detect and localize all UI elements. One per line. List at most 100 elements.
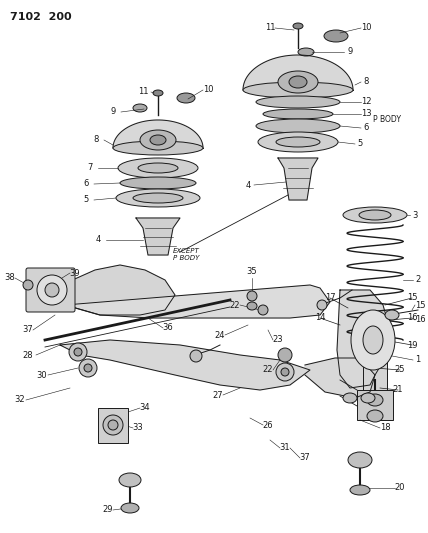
Text: 3: 3 [412,211,418,220]
Ellipse shape [121,503,139,513]
Text: 9: 9 [348,47,353,56]
Ellipse shape [153,90,163,96]
Ellipse shape [177,93,195,103]
Text: 17: 17 [325,294,335,303]
Ellipse shape [118,158,198,178]
Ellipse shape [359,210,391,220]
Text: 14: 14 [315,313,325,322]
Ellipse shape [247,291,257,301]
FancyBboxPatch shape [98,408,128,443]
Ellipse shape [289,76,307,88]
Text: 23: 23 [273,335,283,344]
Ellipse shape [361,393,375,403]
Ellipse shape [343,207,407,223]
Ellipse shape [367,394,383,406]
Ellipse shape [108,420,118,430]
Text: P BODY: P BODY [373,116,401,125]
Text: 8: 8 [93,135,99,144]
Ellipse shape [256,96,340,108]
Text: 5: 5 [357,140,363,149]
Ellipse shape [37,275,67,305]
Text: 2: 2 [416,276,421,285]
Ellipse shape [45,283,59,297]
Ellipse shape [348,452,372,468]
Text: 36: 36 [163,324,173,333]
Ellipse shape [116,189,200,207]
Polygon shape [136,218,180,255]
FancyBboxPatch shape [26,268,75,312]
Ellipse shape [293,23,303,29]
Text: 25: 25 [395,366,405,375]
Ellipse shape [113,141,203,155]
Text: 18: 18 [380,424,390,432]
Ellipse shape [133,104,147,112]
Ellipse shape [278,71,318,93]
Ellipse shape [247,302,257,310]
Polygon shape [113,120,203,148]
Text: 34: 34 [140,403,150,413]
Text: 15: 15 [407,294,417,303]
Text: 7102  200: 7102 200 [10,12,71,22]
Ellipse shape [343,393,357,403]
Text: 19: 19 [407,341,417,350]
Ellipse shape [385,310,399,320]
FancyBboxPatch shape [357,390,393,420]
Ellipse shape [276,137,320,147]
Ellipse shape [317,300,327,310]
Text: 30: 30 [37,370,48,379]
Text: 37: 37 [23,326,33,335]
Text: 24: 24 [215,330,225,340]
Ellipse shape [243,82,353,98]
Text: 9: 9 [110,108,116,117]
Text: 13: 13 [361,109,372,118]
Ellipse shape [150,135,166,145]
Ellipse shape [276,363,294,381]
Ellipse shape [363,326,383,354]
Ellipse shape [120,177,196,189]
Polygon shape [65,285,330,318]
Ellipse shape [23,280,33,290]
Polygon shape [50,265,175,315]
Text: 31: 31 [279,443,290,453]
Text: 16: 16 [415,316,425,325]
Ellipse shape [281,368,289,376]
Ellipse shape [298,48,314,56]
Ellipse shape [278,348,292,362]
Text: 28: 28 [23,351,33,359]
Text: 16: 16 [407,313,417,322]
Ellipse shape [258,132,338,152]
Text: 8: 8 [363,77,369,86]
Text: 5: 5 [83,196,89,205]
Text: 20: 20 [395,483,405,492]
Text: 33: 33 [133,424,143,432]
Ellipse shape [74,348,82,356]
Text: 27: 27 [213,391,223,400]
Text: 4: 4 [95,236,101,245]
Text: 22: 22 [230,301,240,310]
Text: EXCEPT
P BODY: EXCEPT P BODY [173,248,200,261]
Text: 1: 1 [416,356,421,365]
Polygon shape [60,340,310,390]
Text: 7: 7 [87,164,93,173]
Ellipse shape [103,415,123,435]
Ellipse shape [79,359,97,377]
Text: 11: 11 [265,23,275,33]
Ellipse shape [256,119,340,133]
Text: 22: 22 [263,366,273,375]
Ellipse shape [190,350,202,362]
Ellipse shape [324,30,348,42]
Text: 35: 35 [247,268,257,277]
Text: 15: 15 [415,301,425,310]
Ellipse shape [69,343,87,361]
Ellipse shape [119,473,141,487]
Text: 10: 10 [203,85,213,94]
Text: 6: 6 [363,124,369,133]
Polygon shape [305,358,375,398]
Ellipse shape [350,485,370,495]
Ellipse shape [84,364,92,372]
Text: 10: 10 [361,23,371,33]
Text: 21: 21 [393,385,403,394]
Text: 37: 37 [300,454,310,463]
Text: 29: 29 [103,505,113,514]
Text: 32: 32 [15,395,25,405]
